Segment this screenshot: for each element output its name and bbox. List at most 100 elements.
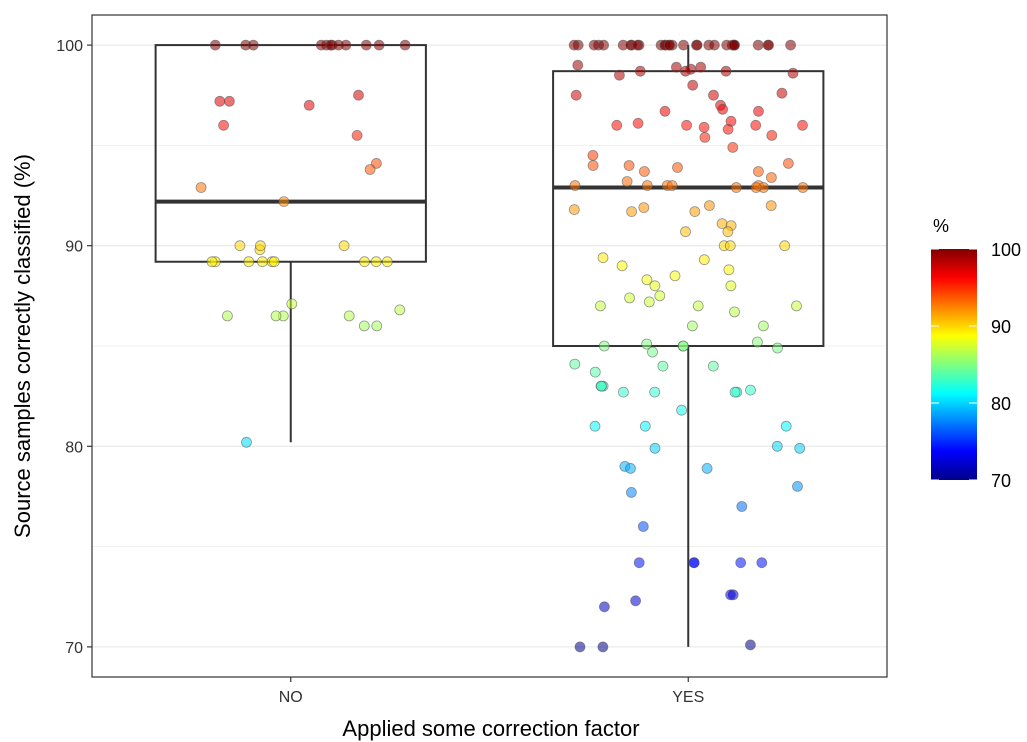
data-point <box>663 39 675 51</box>
data-point <box>704 200 715 212</box>
data-point <box>358 320 370 332</box>
data-point <box>680 226 691 238</box>
data-point <box>624 292 635 304</box>
data-point <box>735 557 747 569</box>
data-point <box>616 260 628 272</box>
data-point <box>587 160 599 171</box>
data-point <box>241 436 252 448</box>
data-point <box>315 39 327 51</box>
data-point <box>730 182 742 193</box>
data-point <box>596 380 607 392</box>
data-point <box>399 39 411 51</box>
data-point <box>632 117 644 129</box>
data-point <box>771 440 783 452</box>
data-point <box>680 65 691 77</box>
data-point <box>381 256 393 268</box>
data-point <box>671 61 682 73</box>
data-point <box>681 119 692 131</box>
data-point <box>666 180 678 191</box>
data-point <box>598 340 610 352</box>
data-point <box>752 39 764 51</box>
data-point <box>701 462 713 474</box>
data-point <box>243 256 255 268</box>
data-point <box>676 404 687 416</box>
data-point <box>779 240 791 252</box>
legend-tick-label: 90 <box>991 317 1011 337</box>
axes: 70 80 90 100 NO YES <box>56 38 704 706</box>
legend-colorbar <box>931 249 977 480</box>
data-point <box>724 240 736 252</box>
data-point <box>371 320 383 332</box>
data-point <box>695 61 707 73</box>
data-point <box>763 39 774 51</box>
data-point <box>729 386 741 398</box>
data-point <box>641 180 653 191</box>
data-point <box>359 256 370 268</box>
data-point <box>641 338 653 350</box>
data-point <box>794 442 806 454</box>
data-point <box>797 182 809 193</box>
data-point <box>691 39 703 51</box>
point-layer <box>195 39 809 653</box>
data-point <box>649 280 661 292</box>
data-point <box>729 306 740 318</box>
data-point <box>797 119 808 131</box>
y-tick-label: 80 <box>65 439 83 456</box>
data-point <box>623 160 635 171</box>
data-point <box>247 39 259 51</box>
data-point <box>725 280 737 292</box>
data-point <box>223 95 235 107</box>
data-point <box>725 589 736 601</box>
data-point <box>364 164 376 175</box>
data-point <box>221 310 233 322</box>
legend-title: % <box>933 216 949 236</box>
data-point <box>589 366 601 378</box>
data-point <box>753 105 764 117</box>
data-point <box>599 601 610 613</box>
data-point <box>792 480 803 492</box>
data-point <box>654 290 666 302</box>
data-point <box>587 149 599 161</box>
data-point <box>598 39 609 51</box>
data-point <box>597 641 609 653</box>
data-point <box>756 557 768 569</box>
data-point <box>785 39 796 51</box>
color-legend: % 70 80 90 100 <box>931 216 1021 491</box>
data-point <box>569 180 581 191</box>
x-axis-title: Applied some correction factor <box>342 716 639 741</box>
data-point <box>589 420 601 432</box>
data-point <box>787 67 799 79</box>
data-point <box>569 358 581 370</box>
data-point <box>568 39 580 51</box>
data-point <box>588 39 600 51</box>
data-point <box>722 226 734 238</box>
data-point <box>618 386 629 398</box>
data-point <box>707 360 719 372</box>
data-point <box>659 105 671 117</box>
data-point <box>617 39 629 51</box>
data-point <box>657 360 669 372</box>
data-point <box>370 256 382 268</box>
data-point <box>720 65 732 77</box>
data-point <box>572 59 584 71</box>
data-point <box>791 300 802 312</box>
legend-tick-label: 100 <box>991 240 1021 260</box>
data-point <box>750 182 762 193</box>
data-point <box>752 336 763 348</box>
data-point <box>626 486 637 498</box>
legend-tick-label: 80 <box>991 394 1011 414</box>
data-point <box>649 386 661 398</box>
data-point <box>669 270 681 282</box>
data-point <box>722 123 734 135</box>
data-point <box>780 420 792 432</box>
data-point <box>750 119 762 131</box>
data-point <box>234 240 246 252</box>
legend-tick-label: 70 <box>991 471 1011 491</box>
data-point <box>698 121 710 133</box>
data-point <box>758 320 769 332</box>
data-point <box>268 256 280 268</box>
data-point <box>692 300 704 312</box>
data-point <box>614 69 625 81</box>
data-point <box>595 300 606 312</box>
